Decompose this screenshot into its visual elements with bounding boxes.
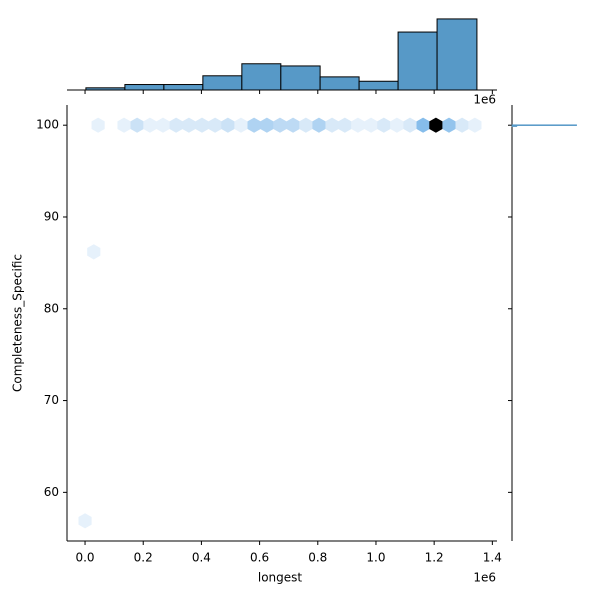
- y-tick-label: 70: [44, 393, 59, 407]
- x-tick-label: 1.2: [425, 551, 444, 565]
- x-tick-label: 0.0: [75, 551, 94, 565]
- hexbin-cell: [87, 244, 101, 260]
- hexbin-cell: [325, 117, 339, 133]
- histogram-bar: [319, 76, 360, 91]
- hexbin-cell: [351, 117, 365, 133]
- x-tick-label: 1.4: [483, 551, 502, 565]
- hexbin-cell: [377, 117, 391, 133]
- histogram-bar: [163, 84, 204, 91]
- histogram-bar: [241, 63, 282, 91]
- x-offset-label: 1e6: [473, 93, 496, 107]
- histogram-bar: [124, 84, 165, 91]
- hexbin-cell: [234, 117, 248, 133]
- hexbin-cell: [195, 117, 209, 133]
- hexbin-cell: [221, 117, 235, 133]
- histogram-bar: [397, 31, 438, 91]
- hexbin-cell: [130, 117, 144, 133]
- hexbin-cell: [208, 117, 222, 133]
- y-tick-label: 80: [44, 301, 59, 315]
- histogram-bar: [511, 124, 577, 126]
- y-tick-label: 100: [36, 118, 59, 132]
- hexbin-cell: [403, 117, 417, 133]
- hexbin-cell: [364, 117, 378, 133]
- hexbin-cell: [169, 117, 183, 133]
- hexbin-cell: [299, 117, 313, 133]
- hexbin-cell: [286, 117, 300, 133]
- hexbin-cell: [312, 117, 326, 133]
- hexbin-cell: [117, 117, 131, 133]
- hexbin-cell: [156, 117, 170, 133]
- histogram-bar: [436, 18, 478, 91]
- histogram-bar: [280, 65, 321, 91]
- x-tick-label: 1.0: [366, 551, 385, 565]
- hexbin-cell: [442, 117, 456, 133]
- hexbin-cell: [78, 513, 92, 529]
- hexbin-cell: [455, 117, 469, 133]
- x-axis-label: longest: [258, 571, 303, 585]
- hexbin-cell: [468, 117, 482, 133]
- y-tick-label: 90: [44, 209, 59, 223]
- hexbin-cell: [273, 117, 287, 133]
- x-tick-label: 0.2: [134, 551, 153, 565]
- x-tick-label: 0.4: [192, 551, 211, 565]
- hexbin-cell: [91, 117, 105, 133]
- x-tick-label: 0.8: [308, 551, 327, 565]
- x-offset-label: 1e6: [473, 571, 496, 585]
- hexbin-cell: [260, 117, 274, 133]
- histogram-bar: [358, 80, 399, 91]
- hexbin-cell: [143, 117, 157, 133]
- hexbin-cell: [247, 117, 261, 133]
- hexbin-cell: [182, 117, 196, 133]
- hexbin-cell: [338, 117, 352, 133]
- y-axis-label: Completeness_Specific: [11, 254, 25, 392]
- hexbin-cell: [416, 117, 430, 133]
- histogram-bar: [85, 87, 126, 91]
- hexbin-cell: [390, 117, 404, 133]
- x-tick-label: 0.6: [250, 551, 269, 565]
- y-tick-label: 60: [44, 485, 59, 499]
- histogram-bar: [202, 75, 243, 91]
- hexbin-cell: [429, 117, 443, 133]
